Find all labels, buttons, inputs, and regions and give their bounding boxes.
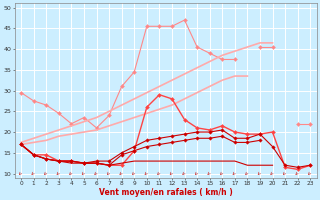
X-axis label: Vent moyen/en rafales ( km/h ): Vent moyen/en rafales ( km/h ) xyxy=(99,188,233,197)
